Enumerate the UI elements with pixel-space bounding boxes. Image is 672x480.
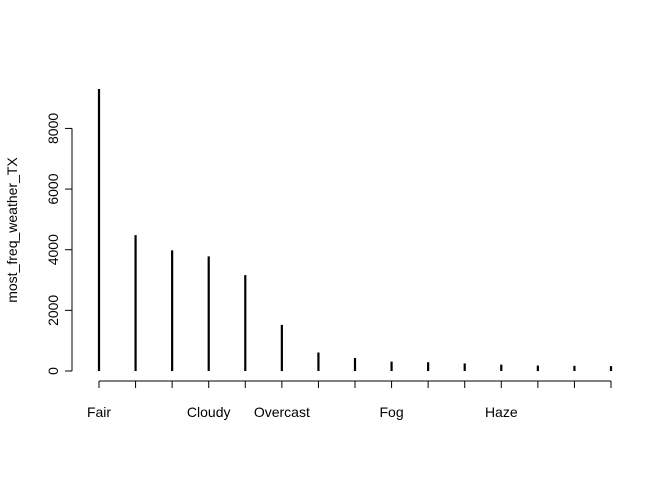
y-axis-title: most_freq_weather_TX <box>4 157 20 303</box>
y-tick-label: 8000 <box>45 113 61 144</box>
x-tick-label: Cloudy <box>187 404 231 420</box>
y-axis: 0 2000 4000 6000 8000 <box>45 113 73 375</box>
y-tick-label: 2000 <box>45 295 61 326</box>
bars <box>97 89 613 371</box>
x-tick-label: Fair <box>87 404 111 420</box>
y-tick-label: 6000 <box>45 173 61 204</box>
x-tick-label: Fog <box>380 404 404 420</box>
y-tick-label: 4000 <box>45 234 61 265</box>
x-tick-label: Haze <box>485 404 518 420</box>
y-tick-label: 0 <box>45 367 61 375</box>
x-tick-label: Overcast <box>254 404 310 420</box>
x-axis: Fair Cloudy Overcast Fog Haze <box>87 380 612 420</box>
